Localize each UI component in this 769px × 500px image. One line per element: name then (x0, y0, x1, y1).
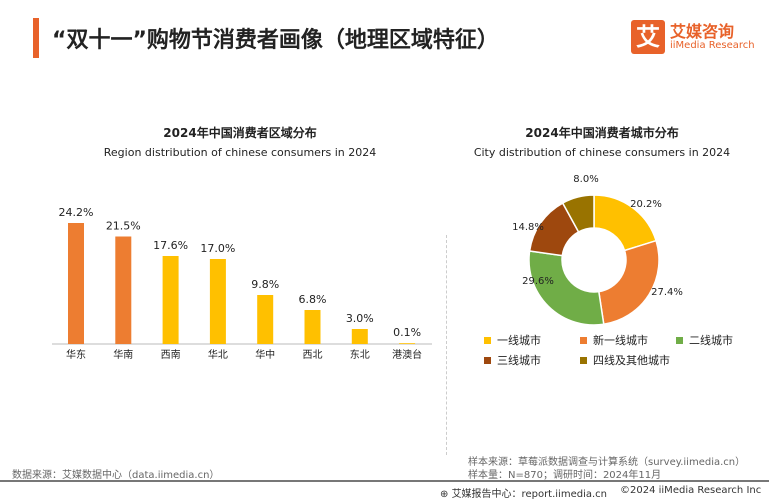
legend-swatch (484, 337, 491, 344)
legend-label: 四线及其他城市 (593, 353, 670, 367)
slice-label: 8.0% (573, 174, 598, 185)
sample-source: 样本来源：草莓派数据调查与计算系统（survey.iimedia.cn） (468, 457, 746, 468)
bar (162, 256, 179, 344)
x-tick-label: 港澳台 (392, 348, 422, 361)
x-tick-label: 华东 (66, 348, 86, 361)
report-link[interactable]: 艾媒报告中心：report.iimedia.cn (451, 489, 608, 500)
donut-chart-title: 2024年中国消费者城市分布 (525, 126, 679, 140)
x-tick-label: 西北 (303, 349, 323, 361)
legend-swatch (580, 337, 587, 344)
legend-label: 二线城市 (689, 333, 733, 347)
bar-value-label: 6.8% (299, 293, 327, 306)
slice-label: 27.4% (651, 287, 683, 298)
copyright: ©2024 iiMedia Research Inc (620, 485, 762, 496)
logo-text-en: iiMedia Research (670, 40, 755, 51)
donut-chart-subtitle: City distribution of chinese consumers i… (473, 146, 731, 159)
legend-swatch (676, 337, 683, 344)
bar-value-label: 21.5% (106, 220, 141, 233)
donut-slice (528, 250, 605, 326)
sample-size: 样本量：N=870；调研时间：2024年11月 (468, 470, 662, 481)
bar-chart-title: 2024年中国消费者区域分布 (163, 126, 317, 140)
globe-icon: ⊕ (440, 489, 452, 500)
bar (209, 259, 226, 344)
slice-label: 14.8% (512, 222, 544, 233)
slice-label: 20.2% (630, 199, 662, 210)
page-title: “双十一”购物节消费者画像（地理区域特征） (52, 28, 499, 53)
x-tick-label: 华北 (208, 348, 228, 361)
slice-label: 29.6% (522, 276, 554, 287)
x-tick-label: 东北 (350, 348, 370, 361)
legend-label: 三线城市 (497, 353, 541, 367)
logo-mark: 艾 (631, 20, 665, 54)
donut-slice (561, 194, 595, 233)
bar-value-label: 17.6% (153, 239, 188, 252)
logo-text-cn: 艾媒咨询 (670, 22, 735, 41)
bar-chart-subtitle: Region distribution of chinese consumers… (103, 146, 377, 159)
data-source: 数据来源：艾媒数据中心（data.iimedia.cn） (12, 470, 220, 481)
bar (257, 295, 274, 344)
bar (304, 310, 321, 344)
bar-value-label: 24.2% (59, 206, 94, 219)
bar-value-label: 3.0% (346, 312, 374, 325)
legend-swatch (580, 357, 587, 364)
legend-label: 新一线城市 (593, 333, 648, 347)
x-tick-label: 华中 (255, 348, 275, 361)
legend-label: 一线城市 (497, 333, 541, 347)
bar-value-label: 9.8% (251, 278, 279, 291)
x-tick-label: 华南 (113, 348, 133, 361)
footer-line (0, 480, 769, 482)
divider (446, 235, 447, 455)
bar (351, 329, 368, 344)
report-center[interactable]: ⊕ 艾媒报告中心：report.iimedia.cn (440, 485, 607, 500)
bar-value-label: 0.1% (393, 326, 421, 339)
bar-value-label: 17.0% (200, 242, 235, 255)
bar (399, 343, 416, 344)
title-accent-bar (33, 18, 39, 58)
bar (68, 223, 84, 344)
donut-slice (597, 239, 660, 326)
bar (115, 236, 132, 344)
legend-swatch (484, 357, 491, 364)
x-tick-label: 西南 (161, 348, 181, 361)
